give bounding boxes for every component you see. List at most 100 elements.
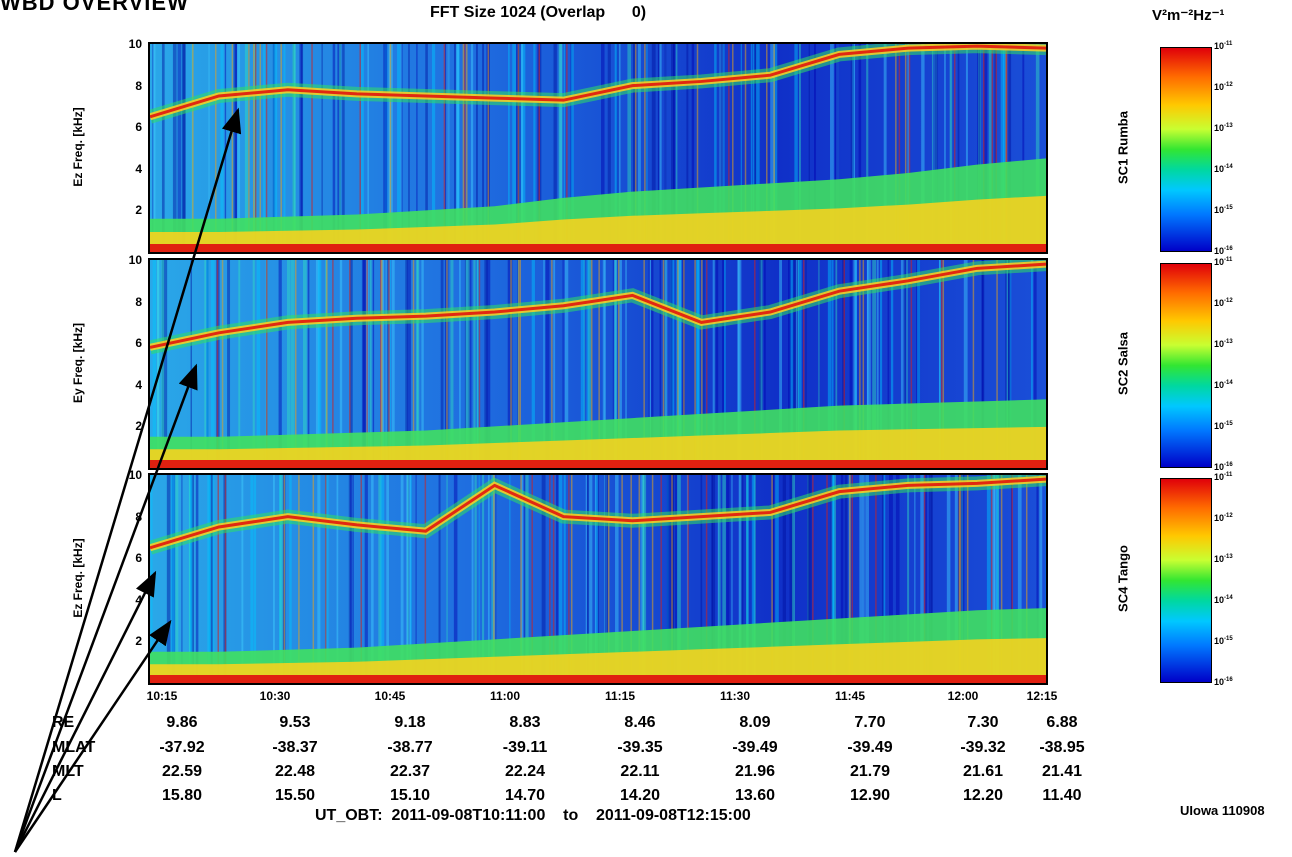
spectral-streak [607, 44, 611, 252]
spectral-streak [746, 475, 749, 683]
spectral-streak [916, 260, 921, 468]
spectral-streak [256, 260, 261, 468]
spectral-streak [907, 44, 910, 252]
spectral-streak [307, 260, 310, 468]
colorbar-tick: 10-15 [1214, 205, 1233, 215]
spectral-streak [1033, 260, 1037, 468]
spectral-streak [181, 475, 183, 683]
spectral-streak [872, 260, 877, 468]
spectral-streak [604, 260, 606, 468]
spectral-streak [588, 260, 592, 468]
spectral-streak [755, 44, 760, 252]
spectral-streak [166, 475, 171, 683]
broadband-burst [953, 44, 956, 252]
low-frequency-core [150, 195, 1046, 252]
spectral-streak [545, 260, 550, 468]
broadband-burst [923, 475, 926, 683]
spectral-streak [467, 260, 472, 468]
spectral-streak [360, 44, 364, 252]
spectral-streak [212, 475, 215, 683]
spectral-streak [678, 260, 682, 468]
spectral-streak [840, 475, 844, 683]
spectral-streak [562, 260, 564, 468]
spectral-streak [907, 475, 910, 683]
emission-band [150, 262, 1046, 349]
spectral-streak [416, 44, 418, 252]
spectral-streak [521, 475, 525, 683]
spectral-streak [938, 260, 941, 468]
spectral-streak [865, 475, 869, 683]
spectral-streak [236, 44, 241, 252]
spectral-streak [619, 260, 622, 468]
broadband-burst [849, 475, 851, 683]
spectral-streak [278, 260, 282, 468]
spectral-streak [798, 260, 802, 468]
spectral-streak [524, 44, 526, 252]
chart-title: FFT Size 1024 (Overlap 0) [430, 4, 647, 21]
spectral-streak [250, 475, 254, 683]
spectral-streak [677, 475, 681, 683]
spectral-streak [152, 44, 156, 252]
spectral-streak [928, 475, 933, 683]
spectral-streak [934, 44, 938, 252]
ephemeris-value: 14.20 [619, 787, 661, 804]
colorbar-tick: 10-11 [1214, 472, 1233, 482]
spectral-streak [400, 475, 404, 683]
spectral-streak [508, 44, 510, 252]
broadband-burst [1025, 475, 1028, 683]
spectral-streak [983, 44, 988, 252]
spectral-streak [921, 44, 925, 252]
spectral-streak [152, 44, 154, 252]
spectral-streak [585, 475, 588, 683]
spectral-streak [563, 475, 566, 683]
spectral-streak [835, 260, 838, 468]
broadband-burst [517, 44, 520, 252]
spectral-streak [583, 260, 585, 468]
spectral-streak [657, 44, 660, 252]
spectral-streak [805, 260, 807, 468]
y-tick-label: 4 [135, 161, 142, 176]
spectral-streak [476, 260, 478, 468]
spectral-streak [726, 475, 730, 683]
spectral-streak [640, 475, 645, 683]
y-tick-label: 6 [135, 120, 142, 135]
colorbar-tick: 10-12 [1214, 298, 1233, 308]
spectral-streak [750, 44, 753, 252]
spectral-streak [486, 260, 491, 468]
spectral-streak [446, 44, 450, 252]
spectral-streak [421, 260, 424, 468]
broadband-burst [694, 260, 696, 468]
broadband-burst [1011, 475, 1013, 683]
broadband-burst [904, 44, 907, 252]
broadband-burst [254, 44, 257, 252]
ephemeris-value: 9.18 [394, 714, 426, 731]
spectral-streak [754, 44, 757, 252]
ephemeris-value: -38.95 [1039, 739, 1085, 756]
spectral-streak [397, 44, 401, 252]
low-frequency-core [150, 638, 1046, 683]
broadband-burst [389, 44, 392, 252]
spectral-streak [788, 260, 791, 468]
spectral-streak [408, 44, 410, 252]
spectral-streak [867, 260, 871, 468]
broadband-burst [379, 260, 382, 468]
header-label: WBD OVERVIEW [0, 0, 189, 15]
ephemeris-value: -37.92 [159, 739, 205, 756]
broadband-burst [910, 260, 913, 468]
spectral-streak [190, 475, 194, 683]
spectral-streak [997, 475, 999, 683]
spectral-streak [409, 475, 411, 683]
spectral-streak [252, 260, 255, 468]
spectral-streak [798, 44, 801, 252]
spectral-streak [438, 475, 441, 683]
spectral-streak [235, 44, 237, 252]
spectral-streak [643, 475, 647, 683]
broadband-burst [324, 475, 327, 683]
spectral-streak [453, 475, 458, 683]
spectral-streak [324, 475, 329, 683]
spectral-streak [332, 44, 336, 252]
ephemeris-value: 13.60 [734, 787, 776, 804]
spectral-streak [775, 475, 779, 683]
broadband-burst [862, 260, 865, 468]
